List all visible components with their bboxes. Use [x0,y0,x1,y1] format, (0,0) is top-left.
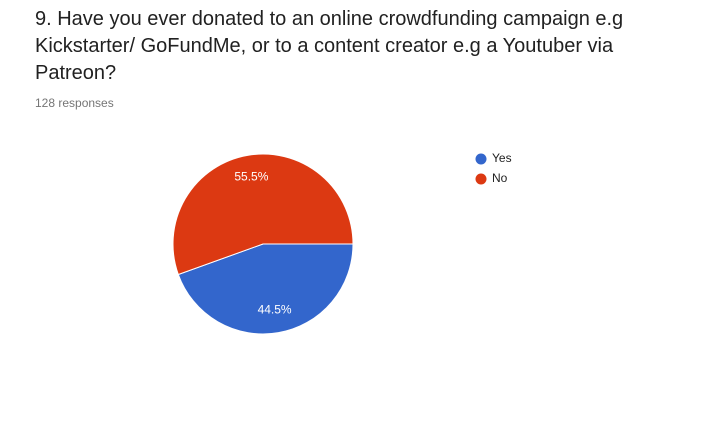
slice-label: 44.5% [258,303,292,317]
slice-label: 55.5% [234,170,268,184]
chart-subtitle: 128 responses [35,96,114,110]
legend-marker [475,153,487,165]
pie-slice [172,153,354,276]
legend-marker [475,173,487,185]
pie-slice [177,243,354,335]
legend-label: Yes [492,151,512,165]
chart-title: 9. Have you ever donated to an online cr… [35,8,624,84]
legend-label: No [492,171,508,185]
